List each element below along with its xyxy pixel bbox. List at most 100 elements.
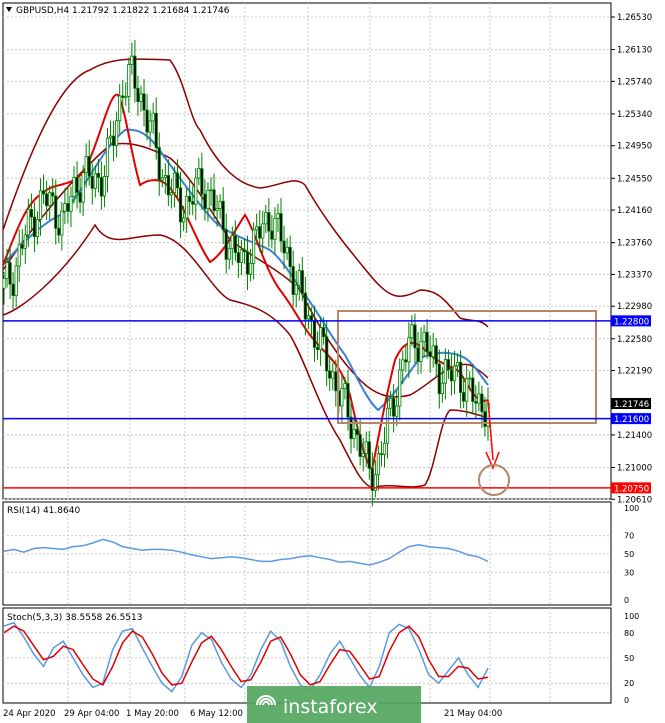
candle-body <box>446 359 451 371</box>
candle-body <box>66 203 70 212</box>
level-tag-text: 1.22800 <box>614 317 649 327</box>
rsi-y-tick-label: 70 <box>624 532 634 541</box>
candle-body <box>81 172 85 203</box>
candle-body <box>35 219 40 238</box>
moving-average-red-line <box>2 93 489 473</box>
candle-body <box>26 209 30 236</box>
candle-body <box>382 442 387 455</box>
candle-body <box>276 213 280 219</box>
candle-body <box>471 377 475 402</box>
main-y-tick-label: 1.22190 <box>617 367 652 377</box>
rsi-y-tick-label: 50 <box>624 550 634 559</box>
candle-body <box>154 112 158 148</box>
candle-body <box>252 229 256 264</box>
candle-body <box>48 192 52 207</box>
candle-body <box>93 172 97 189</box>
candle-body <box>434 345 438 365</box>
consolidation-box <box>337 310 597 424</box>
candle-body <box>133 55 137 89</box>
candle-body <box>419 341 423 363</box>
candle-body <box>124 95 128 98</box>
candle-body <box>474 401 478 404</box>
candle-body <box>32 216 37 238</box>
candle-body <box>449 369 454 382</box>
candle-body <box>376 453 381 476</box>
candle-body <box>385 407 390 444</box>
projection-arrow-line <box>487 399 494 461</box>
candle-body <box>160 177 164 181</box>
candle-body <box>142 93 146 111</box>
stoch-y-tick-label: 0 <box>624 696 629 705</box>
main-y-tick-label: 1.25340 <box>617 110 652 120</box>
candle-body <box>261 223 265 239</box>
support-resistance-levels: 1.22800 1.21600 1.20750 <box>3 315 651 494</box>
candle-body <box>459 361 463 393</box>
dropdown-triangle-icon[interactable] <box>6 7 12 12</box>
stoch-y-tick-label: 80 <box>624 629 634 638</box>
candle-body <box>221 200 225 231</box>
candle-body <box>5 262 9 279</box>
candle-body <box>185 195 189 219</box>
candle-body <box>410 324 414 339</box>
candle-body <box>111 135 116 146</box>
candle-body <box>99 177 104 197</box>
candle-body <box>303 292 307 320</box>
rsi-y-axis: 100 70 50 30 0 <box>624 504 639 605</box>
level-tag <box>611 482 651 494</box>
rsi-label: RSI(14) 41.8640 <box>7 506 80 516</box>
candle-body <box>477 393 481 404</box>
candle-body <box>57 227 61 236</box>
main-y-tick-label: 1.26130 <box>617 46 652 56</box>
candle-body <box>90 175 94 189</box>
candle-body <box>349 416 353 440</box>
candle-body <box>322 327 326 338</box>
candle-body <box>72 176 76 197</box>
candle-body <box>115 120 119 146</box>
candle-body <box>212 189 216 212</box>
candle-body <box>279 213 283 242</box>
candle-body <box>373 474 377 491</box>
candle-body <box>87 156 91 177</box>
candle-body <box>465 378 469 402</box>
candle-body <box>96 172 100 178</box>
x-tick-label: 6 May 12:00 <box>190 709 243 719</box>
candle-body <box>20 244 24 249</box>
candle-body <box>157 147 161 181</box>
candle-body <box>102 176 107 197</box>
candle-body <box>188 195 192 202</box>
candle-body <box>392 397 396 417</box>
upper-band-line <box>2 58 489 328</box>
candle-body <box>407 337 411 363</box>
candle-body <box>425 331 429 353</box>
rsi-y-tick-label: 0 <box>624 596 629 605</box>
candle-body <box>340 387 344 407</box>
candle-body <box>285 246 289 254</box>
candle-body <box>178 187 183 223</box>
candle-body <box>227 248 231 260</box>
current-price-tag <box>611 398 651 409</box>
rsi-line <box>3 538 489 566</box>
candle-body <box>41 190 46 195</box>
x-tick-label: 29 Apr 04:00 <box>64 709 119 719</box>
candle-body <box>11 283 15 297</box>
x-tick-label: 24 Apr 2020 <box>3 709 56 719</box>
candle-body <box>379 453 384 456</box>
candle-body <box>215 208 219 212</box>
candle-body <box>300 270 304 294</box>
candle-body <box>367 441 371 469</box>
candle-body <box>297 270 301 286</box>
candle-body <box>462 392 466 402</box>
x-axis: 24 Apr 2020 29 Apr 04:00 1 May 20:00 6 May … <box>3 709 502 719</box>
candle-body <box>273 218 277 240</box>
candle-body <box>54 195 58 229</box>
candle-body <box>480 393 484 413</box>
main-y-axis: 1.26530 1.26130 1.25740 1.25340 1.24950 1.245… <box>611 13 652 505</box>
candle-body <box>452 365 457 382</box>
current-price-text: 1.21746 <box>614 400 649 410</box>
candle-body <box>437 363 441 395</box>
candle-body <box>108 135 113 139</box>
level-tag <box>611 315 651 327</box>
level-tag-text: 1.21600 <box>614 415 649 425</box>
